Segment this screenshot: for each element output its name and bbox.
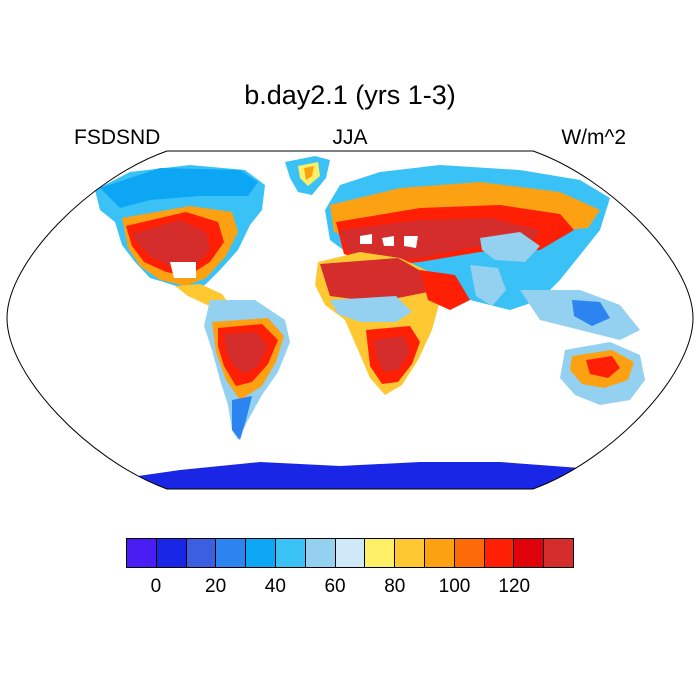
colorbar-box-7 <box>335 539 366 567</box>
colorbar-tick-label: 60 <box>324 576 346 597</box>
colorbar-tick-label: 0 <box>150 576 162 597</box>
colorbar-box-5 <box>275 539 306 567</box>
colorbar-box-6 <box>305 539 336 567</box>
map-outline <box>6 150 694 490</box>
colorbar-box-1 <box>156 539 187 567</box>
colorbar-box-3 <box>216 539 247 567</box>
colorbar-box-10 <box>424 539 455 567</box>
colorbar-box-13 <box>514 539 545 567</box>
antarctica-region <box>100 462 600 489</box>
units-label: W/m^2 <box>561 126 626 149</box>
variable-label: FSDSND <box>74 126 161 149</box>
colorbar-box-14 <box>544 539 573 567</box>
map-field <box>95 156 645 489</box>
colorbar-box-2 <box>186 539 217 567</box>
colorbar-tick-label: 40 <box>264 576 286 597</box>
colorbar-box-11 <box>454 539 485 567</box>
plot-title: b.day2.1 (yrs 1-3) <box>244 80 456 110</box>
colorbar-box-4 <box>246 539 276 567</box>
colorbar-tick-label: 120 <box>498 576 531 597</box>
colorbar-tick-label: 20 <box>205 576 227 597</box>
colorbar-box-9 <box>395 539 425 567</box>
colorbar-box-8 <box>365 539 396 567</box>
season-label: JJA <box>332 126 368 149</box>
colorbar <box>126 538 574 568</box>
colorbar-tick-label: 80 <box>384 576 406 597</box>
colorbar-box-12 <box>484 539 515 567</box>
colorbar-box-0 <box>127 539 157 567</box>
colorbar-tick-label: 100 <box>438 576 471 597</box>
